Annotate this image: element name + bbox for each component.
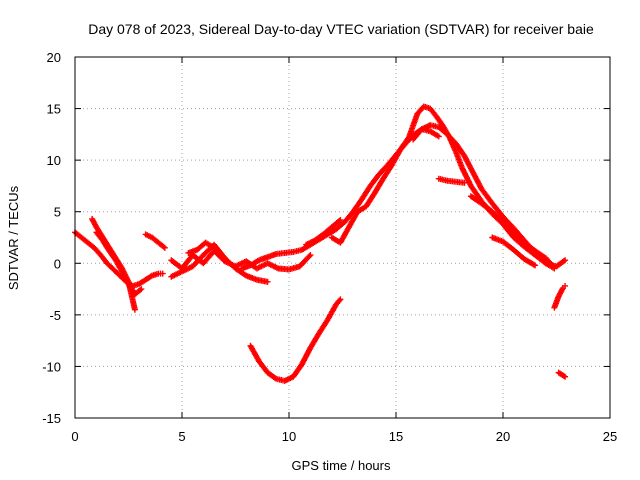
series-arc-14 <box>489 234 539 269</box>
chart-title: Day 078 of 2023, Sidereal Day-to-day VTE… <box>88 21 594 37</box>
data-point <box>562 257 569 264</box>
x-axis-label: GPS time / hours <box>292 458 391 473</box>
data-point <box>219 255 226 262</box>
data-point <box>137 287 144 294</box>
data-point <box>562 282 569 289</box>
x-tick-label: 0 <box>71 429 78 444</box>
data-point <box>271 374 278 381</box>
y-tick-label: 5 <box>54 205 61 220</box>
y-axis-label: SDTVAR / TECUs <box>6 185 21 290</box>
data-point <box>337 296 344 303</box>
x-tick-label: 25 <box>603 429 617 444</box>
data-layer <box>72 103 569 384</box>
series-arc-7 <box>185 239 226 262</box>
series-arc-5 <box>168 247 314 273</box>
series-arc-15 <box>247 296 344 384</box>
plot-frame <box>74 56 611 419</box>
y-tick-label: -10 <box>42 359 61 374</box>
x-tick-label: 15 <box>389 429 403 444</box>
x-tick-label: 20 <box>496 429 510 444</box>
grid-layer <box>75 57 610 418</box>
series-arc-3 <box>93 229 145 298</box>
data-point <box>336 217 343 224</box>
data-point <box>336 297 343 304</box>
y-tick-label: -5 <box>49 308 61 323</box>
series-arc-1 <box>72 229 166 289</box>
data-point <box>306 253 313 260</box>
y-tick-label: 0 <box>54 256 61 271</box>
x-tick-label: 10 <box>282 429 296 444</box>
data-point <box>548 261 555 268</box>
data-point <box>138 286 145 293</box>
data-point <box>532 262 539 269</box>
data-point <box>562 373 569 380</box>
y-tick-label: -15 <box>42 411 61 426</box>
series-arc-10 <box>328 103 569 270</box>
series-arc-13 <box>467 193 556 269</box>
y-tick-label: 15 <box>47 102 61 117</box>
data-point <box>560 372 567 379</box>
data-point <box>551 265 558 272</box>
data-point <box>549 262 556 269</box>
series-arc-8 <box>238 126 442 272</box>
series-arc-17 <box>555 369 569 380</box>
y-tick-label: 10 <box>47 153 61 168</box>
series-arc-4 <box>142 231 168 251</box>
data-point <box>131 306 138 313</box>
data-point <box>435 133 442 140</box>
data-point <box>337 216 344 223</box>
data-point <box>264 278 271 285</box>
data-point <box>560 258 567 265</box>
data-point <box>161 244 168 251</box>
x-tick-label: 5 <box>178 429 185 444</box>
y-tick-label: 20 <box>47 50 61 65</box>
data-point <box>461 179 468 186</box>
data-point <box>159 270 166 277</box>
series-arc-9 <box>303 216 344 248</box>
series-arc-12 <box>435 175 468 186</box>
data-point <box>218 253 225 260</box>
data-point <box>307 252 314 259</box>
data-point <box>160 243 167 250</box>
tick-layer: 0 5 10 15 20 25 -15 -10 -5 0 5 10 15 20 <box>42 50 617 444</box>
series-arc-16 <box>551 282 569 311</box>
